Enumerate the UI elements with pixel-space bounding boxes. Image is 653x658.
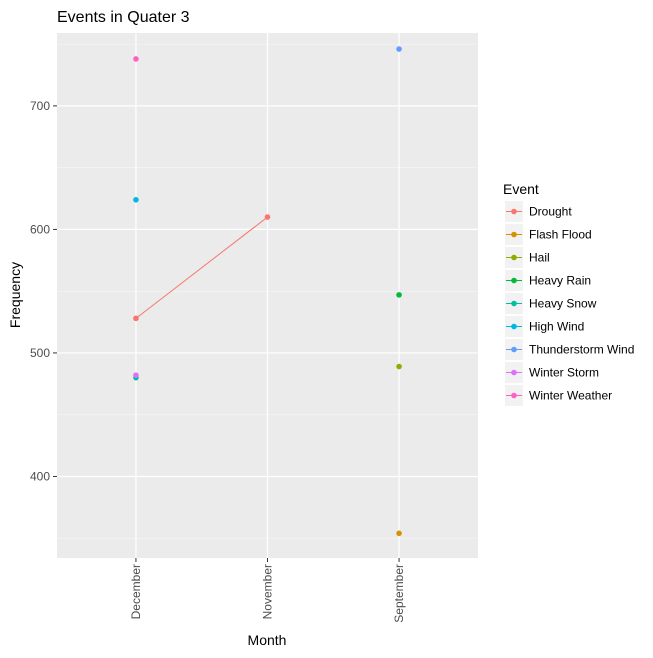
data-point xyxy=(396,363,402,370)
y-tick-label: 400 xyxy=(30,469,50,483)
legend-key-point xyxy=(511,208,517,215)
legend-key-point xyxy=(511,277,517,284)
y-tick-label: 500 xyxy=(30,346,50,360)
legend-label: Winter Weather xyxy=(529,389,612,403)
legend-label: Drought xyxy=(529,205,572,219)
data-point xyxy=(396,46,402,52)
y-axis-title: Frequency xyxy=(7,262,23,328)
data-point xyxy=(396,292,402,298)
legend-title: Event xyxy=(503,181,539,197)
legend-label: Hail xyxy=(529,251,550,265)
legend-key-point xyxy=(511,392,517,399)
legend-label: Thunderstorm Wind xyxy=(529,343,634,357)
legend: Event Drought Flash Flood Hail Heavy Rain He… xyxy=(503,181,634,406)
legend-key-point xyxy=(511,323,517,330)
data-point xyxy=(264,214,271,220)
legend-key-point xyxy=(511,346,517,353)
legend-label: Heavy Rain xyxy=(529,274,591,288)
x-tick-label: December xyxy=(129,564,143,619)
data-point xyxy=(133,56,139,62)
x-axis: December November September xyxy=(129,558,406,623)
legend-label: Heavy Snow xyxy=(529,297,597,311)
x-axis-title: Month xyxy=(248,632,287,648)
data-point xyxy=(133,196,139,203)
data-marks xyxy=(133,46,402,537)
series-line xyxy=(135,216,268,319)
y-axis: 400 500 600 700 xyxy=(30,99,57,483)
chart-title: Events in Quater 3 xyxy=(57,9,190,26)
legend-key-point xyxy=(511,300,517,307)
y-tick-label: 700 xyxy=(30,99,50,113)
data-point xyxy=(133,315,139,322)
legend-key-point xyxy=(511,254,517,261)
x-tick-label: November xyxy=(261,564,275,619)
data-point xyxy=(133,372,139,378)
legend-label: Winter Storm xyxy=(529,366,599,380)
x-tick-label: September xyxy=(392,564,406,623)
data-point xyxy=(396,530,402,537)
y-tick-label: 600 xyxy=(30,222,50,236)
legend-key-point xyxy=(511,369,517,376)
legend-key-point xyxy=(511,231,517,238)
legend-label: Flash Flood xyxy=(529,228,592,242)
legend-label: High Wind xyxy=(529,320,584,334)
